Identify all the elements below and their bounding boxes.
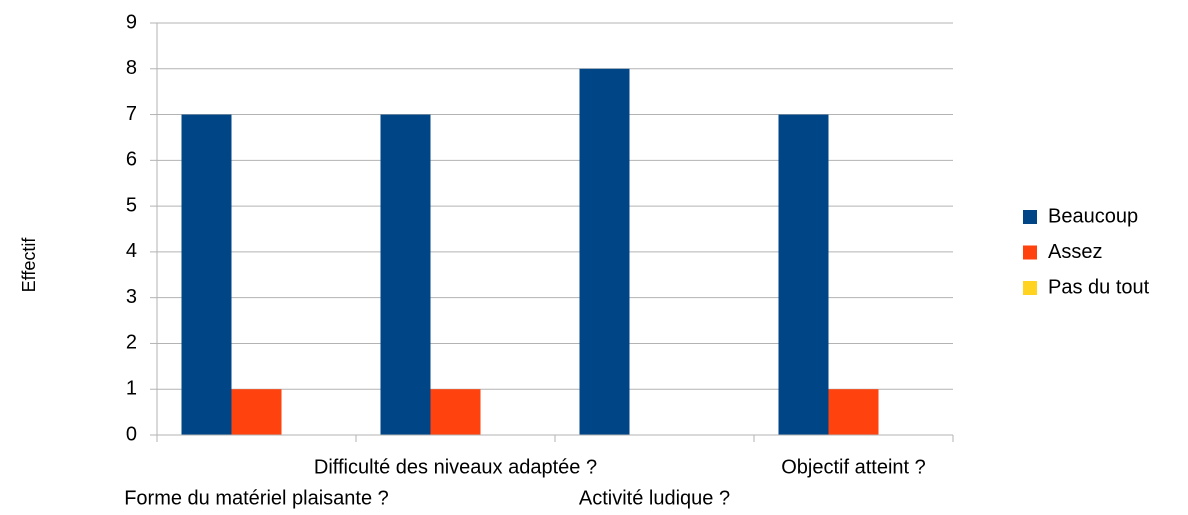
legend-label: Assez: [1048, 241, 1102, 263]
y-tick-label: 4: [126, 240, 137, 262]
y-tick-label: 2: [126, 332, 137, 354]
bar: [380, 114, 431, 436]
legend-swatch: [1023, 245, 1037, 260]
bar: [181, 114, 232, 436]
x-tick-label: Objectif atteint ?: [781, 456, 926, 478]
y-tick-label: 6: [126, 149, 137, 171]
y-tick-label: 1: [126, 378, 137, 400]
legend-label: Beaucoup: [1048, 205, 1138, 227]
legend-swatch: [1023, 281, 1037, 295]
x-tick-label: Difficulté des niveaux adaptée ?: [314, 456, 597, 478]
bar: [828, 389, 879, 435]
legend-label: Pas du tout: [1048, 276, 1150, 298]
bar: [430, 389, 481, 435]
y-tick-label: 8: [126, 57, 137, 79]
legend-swatch: [1023, 210, 1037, 224]
bar: [231, 389, 282, 435]
y-axis-label: Effectif: [19, 237, 39, 293]
y-tick-label: 0: [126, 423, 137, 445]
y-tick-label: 3: [126, 286, 137, 308]
bar: [579, 68, 630, 436]
x-tick-label: Forme du matériel plaisante ?: [124, 487, 389, 509]
bar: [778, 114, 829, 436]
y-tick-label: 7: [126, 103, 137, 125]
y-tick-label: 5: [126, 194, 137, 216]
x-tick-label: Activité ludique ?: [579, 487, 730, 509]
y-tick-label: 9: [126, 11, 137, 33]
